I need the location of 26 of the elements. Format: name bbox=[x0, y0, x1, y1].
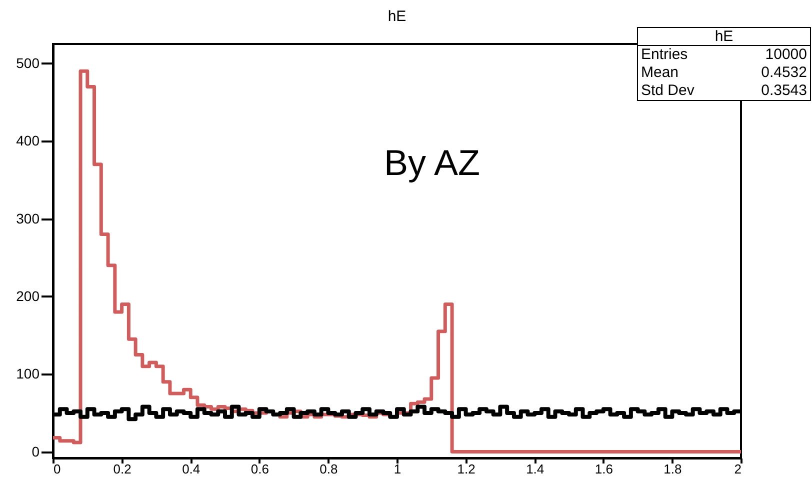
annotation: Mean bbox=[641, 64, 679, 82]
text: 0.4532 bbox=[761, 64, 807, 82]
x-tick-label: 1 bbox=[394, 462, 402, 476]
y-tick-label: 500 bbox=[16, 54, 40, 71]
y-tick-label: 100 bbox=[16, 366, 40, 382]
y-tick-label: 0 bbox=[32, 443, 40, 460]
x-tick-label: 0.6 bbox=[250, 462, 269, 476]
annotation: Entries bbox=[641, 46, 688, 64]
y-tick-label: 300 bbox=[16, 210, 40, 226]
annotation: hE bbox=[638, 28, 810, 46]
x-tick-label: 1.4 bbox=[526, 462, 544, 476]
x-tick-label: 1.6 bbox=[594, 462, 613, 476]
x-tick-label: 0.4 bbox=[182, 462, 200, 476]
chart-title: hE bbox=[388, 8, 406, 25]
y-tick-label: 400 bbox=[16, 132, 40, 149]
x-tick-label: 0.8 bbox=[320, 462, 338, 476]
y-tick-label: 200 bbox=[16, 288, 40, 304]
text: 10000 bbox=[765, 46, 807, 64]
text: 0.3543 bbox=[761, 82, 807, 100]
annotation: By AZ bbox=[384, 142, 480, 184]
x-tick-label: 0.2 bbox=[113, 462, 132, 476]
x-tick-label: 2 bbox=[734, 462, 742, 476]
annotation: Std Dev bbox=[641, 82, 694, 100]
x-tick-label: 1.8 bbox=[664, 462, 682, 476]
x-tick-label: 0 bbox=[54, 462, 61, 476]
x-tick-label: 1.2 bbox=[457, 462, 476, 476]
